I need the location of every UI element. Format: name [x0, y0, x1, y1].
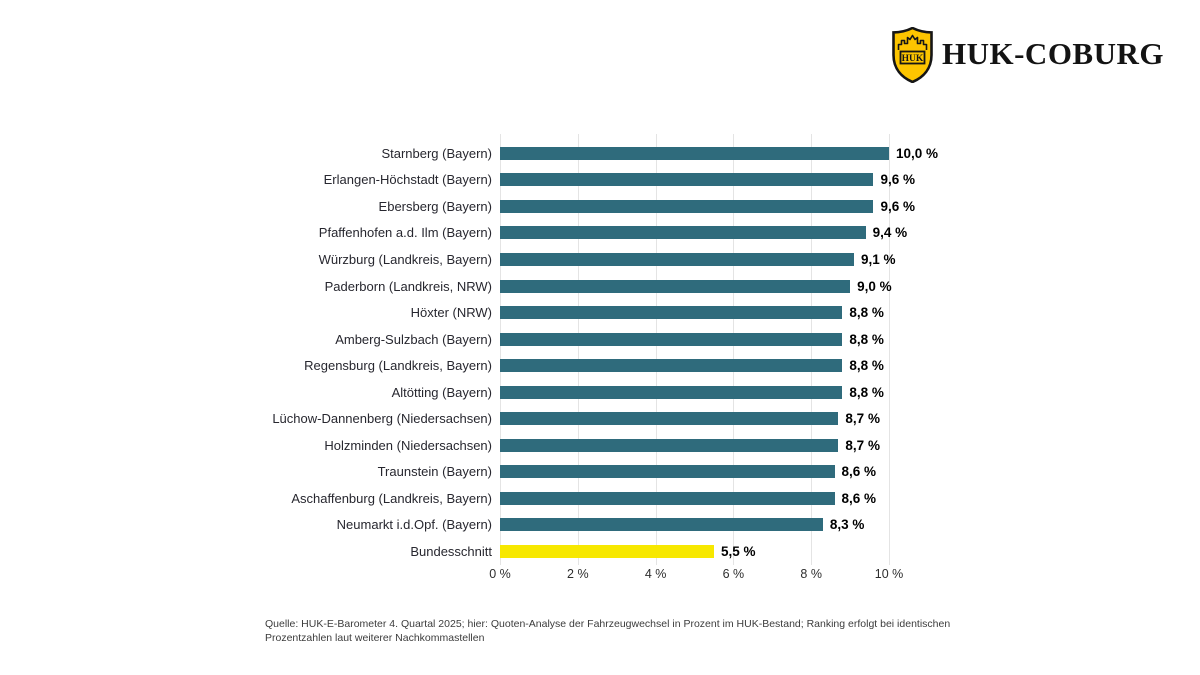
bar	[500, 359, 843, 373]
source-note-line1: Quelle: HUK-E-Barometer 4. Quartal 2025;…	[265, 618, 951, 630]
chart-row: Holzminden (Niedersachsen) 8,7 %	[0, 432, 1200, 459]
x-axis-tick-label: 2 %	[567, 567, 589, 581]
bar	[500, 465, 835, 479]
chart-row: Amberg-Sulzbach (Bayern) 8,8 %	[0, 326, 1200, 353]
x-axis-tick-label: 0 %	[489, 567, 511, 581]
value-label: 8,8 %	[849, 384, 884, 400]
gridline	[577, 134, 579, 565]
huk-shield-icon: HUK	[892, 27, 933, 83]
value-label: 9,4 %	[872, 225, 908, 241]
bar	[500, 146, 889, 160]
logo-wordmark: HUK-COBURG	[942, 35, 1164, 71]
value-label: 8,7 %	[845, 437, 880, 453]
value-label: 9,1 %	[860, 251, 896, 267]
value-label: 10,0 %	[896, 145, 939, 161]
category-label: Neumarkt i.d.Opf. (Bayern)	[336, 517, 492, 533]
x-axis-tick-label: 10 %	[874, 567, 904, 581]
chart-row: Ebersberg (Bayern) 9,6 %	[0, 193, 1200, 220]
gridline	[733, 134, 735, 565]
value-label: 8,3 %	[829, 517, 865, 533]
category-label: Pfaffenhofen a.d. Ilm (Bayern)	[318, 225, 492, 241]
huk-coburg-logo: HUK HUK-COBURG	[892, 27, 1164, 83]
chart-row: Pfaffenhofen a.d. Ilm (Bayern) 9,4 %	[0, 220, 1200, 247]
value-label: 8,8 %	[849, 305, 884, 321]
gridline	[811, 134, 813, 565]
bar	[500, 491, 835, 505]
bar	[500, 385, 843, 399]
chart-row: Paderborn (Landkreis, NRW) 9,0 %	[0, 273, 1200, 300]
category-label: Aschaffenburg (Landkreis, Bayern)	[291, 490, 492, 506]
highlight-bar	[500, 545, 714, 559]
bar	[500, 332, 843, 346]
source-note: Quelle: HUK-E-Barometer 4. Quartal 2025;…	[265, 617, 950, 645]
shield-label: HUK	[902, 54, 924, 64]
bar	[500, 412, 839, 426]
category-label: Ebersberg (Bayern)	[378, 198, 492, 214]
gridline	[655, 134, 657, 565]
category-label: Regensburg (Landkreis, Bayern)	[304, 358, 492, 374]
chart-row: Traunstein (Bayern) 8,6 %	[0, 459, 1200, 486]
chart-row: Regensburg (Landkreis, Bayern) 8,8 %	[0, 352, 1200, 379]
bar	[500, 226, 866, 240]
category-label: Altötting (Bayern)	[391, 384, 492, 400]
category-label: Höxter (NRW)	[410, 305, 492, 321]
chart-row: Starnberg (Bayern) 10,0 %	[0, 140, 1200, 167]
bar	[500, 438, 839, 452]
chart-row: Lüchow-Dannenberg (Niedersachsen) 8,7 %	[0, 406, 1200, 433]
bar	[500, 173, 874, 187]
category-label: Paderborn (Landkreis, NRW)	[324, 278, 492, 294]
bar	[500, 518, 823, 532]
value-label: 5,5 %	[720, 544, 756, 560]
value-label: 9,6 %	[880, 172, 915, 188]
category-label: Lüchow-Dannenberg (Niedersachsen)	[272, 411, 492, 427]
chart-row: Altötting (Bayern) 8,8 %	[0, 379, 1200, 406]
chart-row: Aschaffenburg (Landkreis, Bayern) 8,6 %	[0, 485, 1200, 512]
x-axis-tick-label: 4 %	[644, 567, 667, 581]
category-label: Amberg-Sulzbach (Bayern)	[335, 331, 492, 347]
chart-row: Bundesschnitt 5,5 %	[0, 538, 1200, 565]
category-label: Holzminden (Niedersachsen)	[324, 437, 492, 453]
x-axis-tick-label: 8 %	[800, 567, 822, 581]
chart-row: Erlangen-Höchstadt (Bayern) 9,6 %	[0, 167, 1200, 194]
value-label: 9,0 %	[857, 278, 892, 294]
chart-row: Neumarkt i.d.Opf. (Bayern) 8,3 %	[0, 512, 1200, 539]
gridline	[500, 134, 501, 565]
bar	[500, 199, 874, 213]
category-label: Würzburg (Landkreis, Bayern)	[318, 251, 492, 267]
bar	[500, 306, 843, 320]
value-label: 8,8 %	[849, 331, 884, 347]
bar	[500, 252, 854, 266]
value-label: 8,6 %	[841, 490, 877, 506]
gridline	[889, 134, 890, 565]
chart-row: Würzburg (Landkreis, Bayern) 9,1 %	[0, 246, 1200, 273]
category-label: Starnberg (Bayern)	[381, 145, 492, 161]
x-axis-tick-label: 6 %	[722, 567, 745, 581]
bar	[500, 279, 851, 293]
source-note-line2: Prozentzahlen laut weiterer Nachkommaste…	[265, 632, 485, 644]
chart-row: Höxter (NRW) 8,8 %	[0, 299, 1200, 326]
value-label: 8,8 %	[849, 358, 884, 374]
value-label: 8,7 %	[845, 411, 880, 427]
value-label: 8,6 %	[841, 464, 877, 480]
category-label: Erlangen-Höchstadt (Bayern)	[323, 172, 492, 188]
category-label: Traunstein (Bayern)	[377, 464, 492, 480]
value-label: 9,6 %	[880, 198, 915, 214]
category-label: Bundesschnitt	[410, 544, 492, 560]
